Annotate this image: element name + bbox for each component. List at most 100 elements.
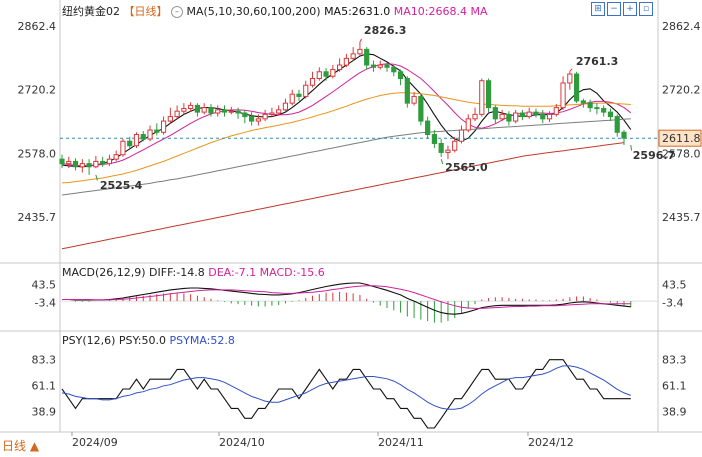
candle-body bbox=[533, 111, 539, 115]
psy-tick-left: 61.1 bbox=[32, 380, 57, 393]
candle-body bbox=[167, 116, 173, 122]
price-tick-right: 2862.4 bbox=[662, 20, 701, 33]
macd-tick-left: -3.4 bbox=[35, 296, 56, 309]
price-tick-right: 2578.0 bbox=[662, 147, 701, 160]
candle-body bbox=[384, 64, 390, 68]
annotation-leader bbox=[440, 159, 444, 165]
macd-tick-right: -3.4 bbox=[662, 296, 683, 309]
candle-body bbox=[174, 110, 180, 118]
candle-body bbox=[242, 112, 248, 118]
candle-body bbox=[472, 113, 478, 120]
candle-body bbox=[350, 53, 356, 59]
x-tick-label: 2024/10 bbox=[219, 436, 265, 449]
psyma-line bbox=[61, 365, 631, 410]
annotation-leader bbox=[95, 174, 98, 181]
candle-body bbox=[364, 48, 370, 66]
ma-line-ma5 bbox=[61, 53, 632, 168]
candle-body bbox=[391, 66, 397, 73]
psy-header: PSY(12,6) PSY:50.0 PSYMA:52.8 bbox=[62, 334, 235, 347]
x-tick-label: 2024/11 bbox=[378, 436, 424, 449]
macd-tick-right: 43.5 bbox=[662, 278, 687, 291]
candle-body bbox=[553, 107, 559, 115]
candle-body bbox=[282, 102, 289, 111]
candle-body bbox=[519, 112, 526, 118]
candle-body bbox=[248, 116, 255, 122]
candle-body bbox=[499, 113, 505, 120]
candle-body bbox=[72, 160, 79, 168]
macd-diff-line bbox=[62, 282, 631, 315]
maximize-icon[interactable]: ▫ bbox=[639, 2, 653, 16]
candle-body bbox=[262, 113, 268, 120]
macd-value: MACD:-15.6 bbox=[259, 266, 325, 279]
candle-body bbox=[492, 107, 498, 120]
candle-body bbox=[452, 140, 458, 151]
candle-body bbox=[276, 109, 282, 114]
ma5-value: MA5:2631.0 bbox=[324, 5, 391, 18]
price-tick-right: 2435.7 bbox=[662, 211, 701, 224]
plus-icon[interactable]: + bbox=[623, 2, 637, 16]
candle-body bbox=[201, 107, 207, 113]
psy-label: PSY(12,6) bbox=[62, 334, 116, 347]
candle-body bbox=[160, 120, 167, 133]
candle-body bbox=[188, 104, 194, 110]
period-button[interactable]: 日线 ▲ bbox=[2, 439, 40, 453]
annotation-label: 2826.3 bbox=[364, 24, 406, 37]
ma10-value: MA10:2668.4 bbox=[393, 5, 467, 18]
candle-body bbox=[479, 80, 485, 115]
ma-settings-icon[interactable]: – bbox=[171, 6, 183, 18]
current-price-tag bbox=[658, 129, 702, 147]
grid-icon[interactable]: ⊞ bbox=[591, 2, 605, 16]
candle-body bbox=[289, 93, 295, 104]
candle-body bbox=[601, 108, 607, 113]
candle-body bbox=[133, 134, 140, 147]
candle-body bbox=[445, 149, 451, 153]
price-tick-left: 2435.7 bbox=[18, 211, 57, 224]
candle-body bbox=[458, 129, 465, 142]
candle-body bbox=[255, 118, 261, 122]
ma-line-ma200 bbox=[61, 142, 625, 250]
macd-label: MACD(26,12,9) bbox=[62, 266, 146, 279]
annotation-label: 2525.4 bbox=[100, 179, 143, 192]
minus-icon[interactable]: − bbox=[607, 2, 621, 16]
symbol-label: 纽约黄金02 bbox=[62, 5, 120, 18]
candle-body bbox=[513, 112, 519, 122]
candle-body bbox=[323, 71, 329, 77]
candle-body bbox=[425, 120, 431, 136]
candle-body bbox=[330, 69, 336, 77]
candle-body bbox=[594, 107, 600, 110]
psy-tick-right: 61.1 bbox=[662, 380, 687, 393]
psyma-value: PSYMA:52.8 bbox=[169, 334, 235, 347]
candle-body bbox=[540, 113, 546, 120]
candle-body bbox=[614, 116, 620, 133]
psy-value: PSY:50.0 bbox=[118, 334, 166, 347]
psy-tick-right: 83.3 bbox=[662, 354, 687, 367]
macd-dea: DEA:-7.1 bbox=[208, 266, 257, 279]
annotation-leader bbox=[569, 68, 573, 72]
candle-body bbox=[397, 71, 404, 80]
period-tag[interactable]: 【日线】 bbox=[123, 5, 168, 18]
candle-body bbox=[574, 73, 580, 102]
candle-body bbox=[560, 82, 566, 109]
candle-body bbox=[357, 48, 363, 55]
macd-header: MACD(26,12,9) DIFF:-14.8 DEA:-7.1 MACD:-… bbox=[62, 266, 325, 279]
macd-dea-line bbox=[62, 285, 631, 309]
annotation-leader bbox=[359, 38, 362, 43]
candle-body bbox=[506, 113, 512, 122]
candle-body bbox=[106, 158, 112, 165]
candle-body bbox=[100, 160, 106, 165]
ma-label: MA(5,10,30,60,100,200) bbox=[186, 5, 321, 18]
ma-line-ma30 bbox=[61, 92, 631, 184]
candle-body bbox=[465, 118, 471, 131]
annotation-label: 2761.3 bbox=[576, 55, 618, 68]
candle-body bbox=[59, 158, 65, 165]
candle-body bbox=[181, 108, 187, 112]
candle-body bbox=[154, 129, 160, 133]
x-tick-label: 2024/09 bbox=[72, 436, 118, 449]
candle-body bbox=[431, 134, 438, 144]
candle-body bbox=[215, 109, 221, 114]
annotation-label: 2596.7 bbox=[633, 149, 675, 162]
candle-body bbox=[485, 80, 492, 109]
candle-body bbox=[66, 160, 72, 165]
